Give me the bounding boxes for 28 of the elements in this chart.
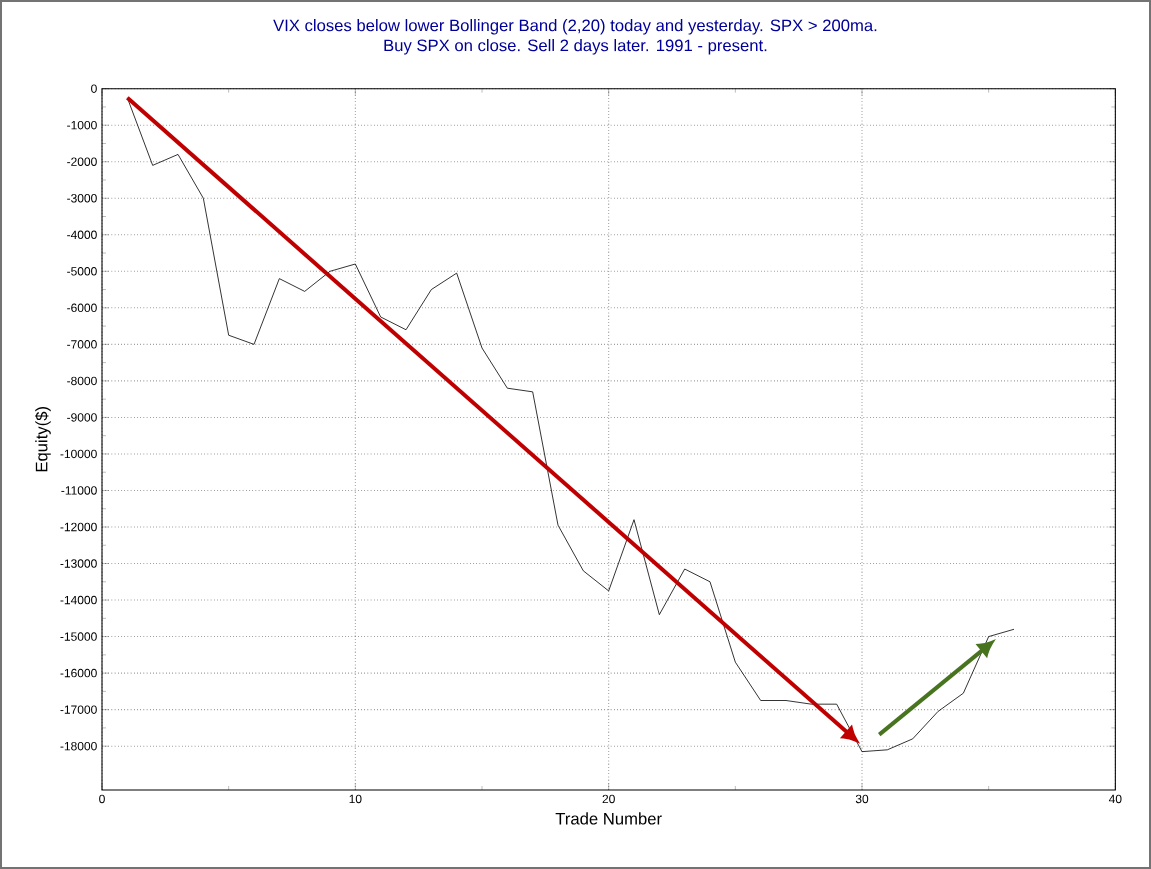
y-tick-label: -1000: [67, 120, 97, 130]
x-axis-title: Trade Number: [555, 812, 662, 825]
y-tick-label: -12000: [60, 522, 97, 532]
y-tick-label: -8000: [67, 376, 97, 386]
y-tick-label: -6000: [67, 303, 97, 313]
y-tick-label: -14000: [60, 595, 97, 605]
x-tick-label: 10: [349, 794, 362, 804]
x-tick-label: 30: [855, 794, 869, 804]
y-tick-label: -10000: [60, 449, 97, 459]
y-tick-label: -3000: [67, 193, 97, 203]
y-axis-title: Equity($): [34, 407, 51, 472]
chart-title: VIX closes below lower Bollinger Band (2,20) today and yesterday. SPX > 200ma.: [273, 19, 877, 35]
x-tick-label: 0: [99, 794, 105, 804]
y-tick-label: -2000: [67, 157, 97, 166]
y-tick-label: 0: [91, 84, 97, 93]
y-tick-label: -4000: [67, 230, 97, 240]
y-tick-label: -15000: [60, 632, 97, 641]
y-tick-label: -7000: [67, 340, 97, 349]
y-tick-label: -9000: [67, 413, 97, 422]
y-tick-label: -11000: [61, 486, 97, 495]
y-tick-label: -18000: [60, 741, 97, 751]
y-tick-label: -16000: [60, 668, 97, 678]
y-tick-label: -17000: [60, 705, 97, 714]
x-tick-label: 20: [602, 794, 615, 804]
y-tick-label: -5000: [67, 267, 97, 276]
x-tick-label: 40: [1108, 794, 1122, 804]
chart-subtitle: Buy SPX on close. Sell 2 days later. 1991 - present.: [384, 39, 767, 55]
y-tick-label: -13000: [60, 559, 97, 568]
